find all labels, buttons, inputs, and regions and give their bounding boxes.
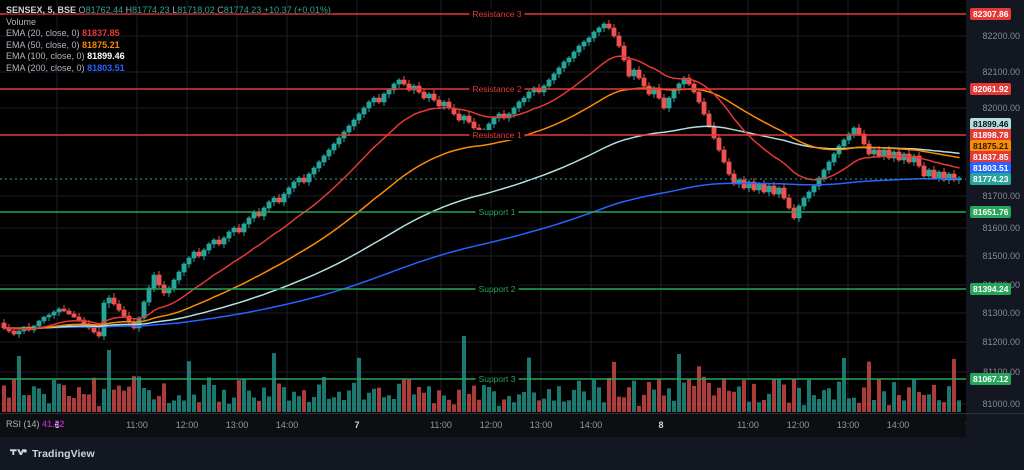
ema-20-line bbox=[3, 55, 960, 330]
footer-bar bbox=[0, 437, 1024, 470]
price-chart-pane[interactable] bbox=[0, 0, 966, 413]
indicator-name: Volume bbox=[6, 16, 37, 27]
price-axis-tick: 82000.00 bbox=[982, 103, 1020, 113]
price-axis-value-label[interactable]: 81774.23 bbox=[970, 173, 1012, 185]
price-axis-tick: 82100.00 bbox=[982, 67, 1020, 77]
time-axis-tick: 7 bbox=[354, 420, 360, 430]
level-label-resistance-3[interactable]: Resistance 3 bbox=[469, 9, 525, 19]
indicator-name: EMA (100, close, 0) bbox=[6, 51, 85, 61]
axis-corner bbox=[966, 413, 1024, 437]
indicator-name: EMA (20, close, 0) bbox=[6, 28, 80, 38]
price-axis-value-label[interactable]: 82061.92 bbox=[970, 83, 1012, 95]
rsi-label: RSI (14) bbox=[6, 419, 40, 429]
tradingview-logo[interactable]: TradingView bbox=[10, 448, 95, 460]
price-axis-value-label[interactable]: 81837.85 bbox=[970, 151, 1012, 163]
indicator-value: 81875.21 bbox=[82, 39, 120, 50]
ohlc-open-value: 81762.44 bbox=[85, 5, 124, 15]
time-axis-tick: 14:00 bbox=[579, 420, 603, 430]
legend-symbol-row[interactable]: SENSEX, 5, BSE O81762.44 H81774.23 L8171… bbox=[6, 5, 331, 17]
time-axis-tick: 14:00 bbox=[275, 420, 299, 430]
time-axis-tick: 11:00 bbox=[126, 420, 148, 430]
price-axis-tick: 81600.00 bbox=[982, 223, 1020, 233]
price-axis-value-label[interactable]: 81651.76 bbox=[970, 206, 1012, 218]
tradingview-wordmark: TradingView bbox=[32, 448, 95, 460]
price-axis-tick: 81500.00 bbox=[982, 251, 1020, 261]
indicator-legend-group: Volume EMA (20, close, 0) 81837.85 EMA (50… bbox=[6, 17, 331, 75]
rsi-value: 41.52 bbox=[42, 419, 65, 429]
rsi-legend[interactable]: RSI (14) 41.52 bbox=[6, 419, 65, 429]
level-label-resistance-1[interactable]: Resistance 1 bbox=[469, 130, 525, 140]
price-axis-value-label[interactable]: 81899.46 bbox=[970, 118, 1012, 130]
time-axis-tick: 11:00 bbox=[737, 420, 759, 430]
time-axis-tick: 12:00 bbox=[479, 420, 503, 430]
time-axis-tick: 6 bbox=[54, 420, 60, 430]
indicator-name: EMA (200, close, 0) bbox=[6, 62, 85, 73]
indicator-name: EMA (50, close, 0) bbox=[6, 39, 80, 50]
ohlc-low-value: 81718.02 bbox=[177, 5, 215, 15]
time-axis-tick: 12:00 bbox=[175, 420, 199, 430]
price-axis-value-label[interactable]: 81875.21 bbox=[970, 140, 1012, 152]
level-label-support-2[interactable]: Support 2 bbox=[475, 284, 519, 294]
symbol-title: SENSEX, 5, BSE bbox=[6, 5, 77, 15]
indicator-value: 81803.51 bbox=[87, 62, 125, 73]
legend-indicator-row[interactable]: Volume bbox=[6, 17, 331, 29]
price-axis[interactable]: 82200.00 82100.00 82000.00 81700.00 81600.00… bbox=[966, 0, 1024, 413]
legend-indicator-row[interactable]: EMA (200, close, 0) 81803.51 bbox=[6, 63, 331, 75]
ohlc-close-key: C bbox=[217, 5, 224, 15]
time-axis-tick: 13:00 bbox=[529, 420, 553, 430]
level-label-support-1[interactable]: Support 1 bbox=[475, 207, 519, 217]
time-axis-tick: 8 bbox=[658, 420, 664, 430]
price-axis-tick: 81100.00 bbox=[983, 367, 1020, 377]
tradingview-mark-icon bbox=[10, 448, 27, 455]
price-axis-tick: 81700.00 bbox=[982, 191, 1020, 201]
price-axis-value-label[interactable]: 81394.24 bbox=[970, 283, 1012, 295]
time-axis-tick: 14:00 bbox=[886, 420, 910, 430]
ohlc-open-key: O bbox=[78, 5, 86, 15]
price-axis-tick: 81200.00 bbox=[982, 337, 1020, 347]
time-axis-tick: 13:00 bbox=[836, 420, 860, 430]
ohlc-low-key: L bbox=[172, 5, 178, 15]
time-axis[interactable]: 6 11:00 12:00 13:00 14:00 7 11:00 12:00 13:00 14:… bbox=[0, 413, 971, 437]
ema-200-line bbox=[3, 177, 960, 329]
price-axis-value-label[interactable]: 82307.86 bbox=[970, 8, 1012, 20]
price-axis-tick: 81300.00 bbox=[982, 308, 1020, 318]
indicator-value: 81899.46 bbox=[87, 51, 125, 61]
price-axis-value-label[interactable]: 81803.51 bbox=[970, 162, 1012, 174]
legend-indicator-row[interactable]: EMA (100, close, 0) 81899.46 bbox=[6, 51, 331, 63]
price-axis-value-label[interactable]: 81898.78 bbox=[970, 129, 1012, 141]
ohlc-close-value: 81774.23 bbox=[223, 5, 262, 15]
time-axis-tick: 13:00 bbox=[225, 420, 249, 430]
ema-50-line bbox=[3, 87, 960, 330]
legend-indicator-row[interactable]: EMA (50, close, 0) 81875.21 bbox=[6, 40, 331, 52]
volume-bars bbox=[2, 336, 961, 412]
price-axis-tick: 81000.00 bbox=[982, 399, 1020, 409]
indicator-value: 81837.85 bbox=[82, 28, 120, 38]
level-label-resistance-2[interactable]: Resistance 2 bbox=[469, 84, 525, 94]
price-axis-tick: 82200.00 bbox=[982, 31, 1020, 41]
ema-100-line bbox=[3, 125, 960, 329]
time-axis-tick: 12:00 bbox=[786, 420, 810, 430]
ohlc-high-value: 81774.23 bbox=[132, 5, 170, 15]
ohlc-change: +10.37 (+0.01%) bbox=[263, 5, 331, 15]
price-chart-canvas bbox=[0, 0, 966, 413]
ohlc-high-key: H bbox=[125, 5, 133, 15]
price-axis-value-label[interactable]: 81067.12 bbox=[970, 373, 1012, 385]
level-label-support-3[interactable]: Support 3 bbox=[475, 374, 519, 384]
legend-indicator-row[interactable]: EMA (20, close, 0) 81837.85 bbox=[6, 28, 331, 40]
candlestick-series[interactable] bbox=[1, 20, 962, 340]
time-axis-tick: 11:00 bbox=[430, 420, 452, 430]
chart-legend: SENSEX, 5, BSE O81762.44 H81774.23 L8171… bbox=[6, 5, 331, 74]
